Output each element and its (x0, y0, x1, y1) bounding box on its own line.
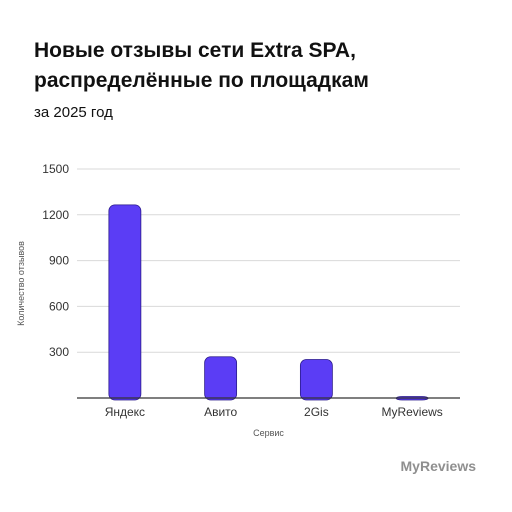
bar (204, 356, 238, 401)
y-tick-label: 1200 (42, 208, 69, 222)
x-category-labels: Яндекс Авито 2Gis MyReviews (105, 405, 443, 419)
x-tick-label: 2Gis (304, 405, 329, 419)
chart-title-line-2: распределённые по площадкам (34, 69, 369, 92)
chart-title: Новые отзывы сети Extra SPA, распределён… (34, 36, 494, 96)
y-tick-labels: 300 600 900 1200 1500 (42, 162, 69, 359)
y-tick-label: 1500 (42, 162, 69, 176)
bars (108, 204, 429, 401)
y-tick-label: 300 (49, 345, 69, 359)
y-axis-label: Количество отзывов (16, 241, 26, 326)
x-tick-label: Яндекс (105, 405, 145, 419)
x-tick-label: Авито (204, 405, 237, 419)
brand-logo: MyReviews (400, 458, 476, 474)
chart-subtitle: за 2025 год (34, 104, 113, 121)
x-tick-label: MyReviews (381, 405, 442, 419)
bar (108, 204, 142, 401)
y-tick-label: 900 (49, 254, 69, 268)
x-axis-label: Сервис (253, 428, 284, 438)
bar (299, 359, 333, 401)
y-tick-label: 600 (49, 299, 69, 313)
chart-title-line-1: Новые отзывы сети Extra SPA, (34, 39, 356, 62)
